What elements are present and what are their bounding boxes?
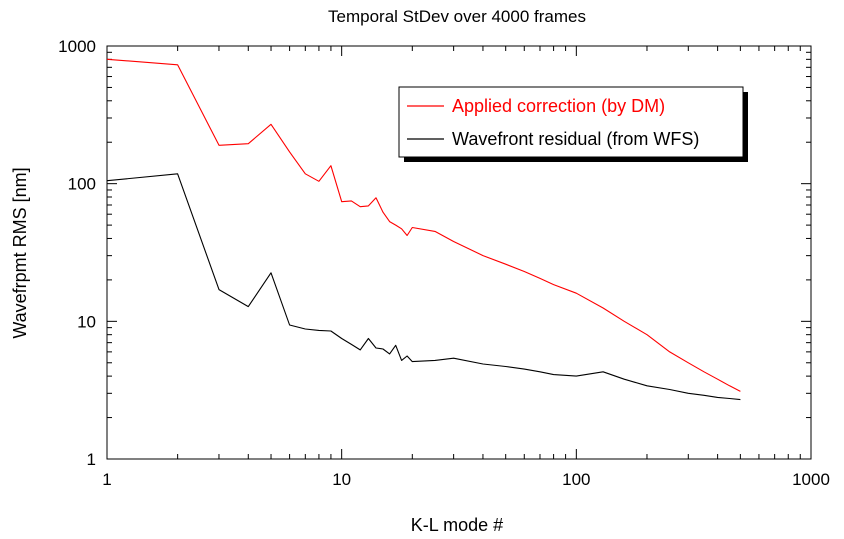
- legend-box: [398, 86, 744, 158]
- series-layer: [106, 58, 741, 401]
- plot-frame: [106, 45, 812, 460]
- series-line-wavefront-residual: [106, 173, 741, 401]
- chart-title: Temporal StDev over 4000 frames: [328, 7, 586, 26]
- x-tick-label: 10: [332, 470, 351, 489]
- y-tick-label: 10: [77, 312, 96, 331]
- tick-marks: [106, 45, 812, 460]
- x-tick-labels: 1 10 100 1000: [102, 470, 830, 489]
- series-line-applied-correction: [106, 58, 741, 392]
- y-axis-label: Wavefrpmt RMS [nm]: [10, 167, 30, 338]
- legend-label-wavefront-residual: Wavefront residual (from WFS): [452, 129, 699, 149]
- y-tick-label: 1: [87, 450, 96, 469]
- x-tick-label: 1: [102, 470, 111, 489]
- y-tick-label: 100: [68, 175, 96, 194]
- legend: Applied correction (by DM) Wavefront res…: [398, 86, 748, 162]
- legend-label-applied-correction: Applied correction (by DM): [452, 96, 665, 116]
- x-axis-label: K-L mode #: [411, 515, 503, 535]
- x-tick-label: 1000: [792, 470, 830, 489]
- y-tick-label: 1000: [58, 37, 96, 56]
- y-tick-labels: 1 10 100 1000: [58, 37, 96, 469]
- x-tick-label: 100: [562, 470, 590, 489]
